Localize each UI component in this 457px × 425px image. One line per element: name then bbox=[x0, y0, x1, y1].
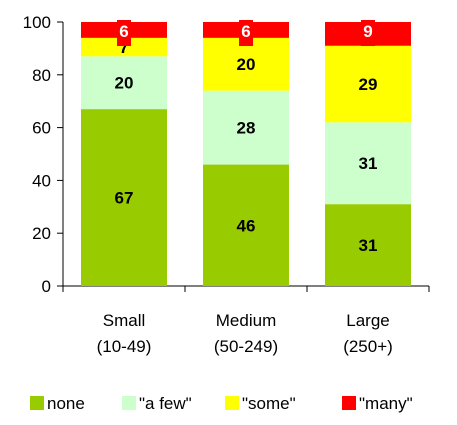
data-label: 6 bbox=[241, 22, 250, 41]
bar-segment bbox=[81, 37, 167, 57]
data-label: 7 bbox=[119, 38, 128, 57]
data-label: 20 bbox=[115, 74, 134, 93]
legend-label: "some" bbox=[242, 394, 296, 413]
x-category-label: (250+) bbox=[343, 337, 393, 356]
many-label-box bbox=[117, 20, 131, 46]
x-category-label: Medium bbox=[216, 311, 276, 330]
data-label: 9 bbox=[363, 22, 372, 41]
legend-label: none bbox=[47, 394, 85, 413]
bar-segment bbox=[325, 204, 411, 286]
legend-swatch bbox=[342, 396, 356, 410]
data-label: 31 bbox=[359, 236, 378, 255]
category-labels: Small (10-49) Medium (50-249) Large (250+) bbox=[97, 311, 393, 356]
legend-swatch bbox=[122, 396, 136, 410]
bar-segment bbox=[203, 164, 289, 286]
bar-segment bbox=[325, 45, 411, 123]
bar-segment bbox=[203, 90, 289, 165]
bar-segment bbox=[325, 122, 411, 205]
y-tick-label: 100 bbox=[23, 13, 51, 32]
many-label-box bbox=[361, 20, 375, 46]
legend-swatch bbox=[30, 396, 44, 410]
axes: 0 20 40 60 80 100 bbox=[23, 13, 430, 296]
legend-swatch bbox=[225, 396, 239, 410]
data-label: 29 bbox=[359, 75, 378, 94]
legend-label: "a few" bbox=[139, 394, 192, 413]
x-category-label: (10-49) bbox=[97, 337, 152, 356]
x-category-label: (50-249) bbox=[214, 337, 278, 356]
bar-segment bbox=[81, 56, 167, 110]
x-category-label: Small bbox=[103, 311, 146, 330]
data-label: 20 bbox=[237, 55, 256, 74]
legend: none "a few" "some" "many" bbox=[30, 394, 413, 413]
y-tick-label: 0 bbox=[42, 277, 51, 296]
many-label-box bbox=[239, 20, 253, 46]
x-category-label: Large bbox=[346, 311, 389, 330]
y-tick-label: 60 bbox=[32, 119, 51, 138]
data-label: 6 bbox=[119, 22, 128, 41]
bar-segment bbox=[203, 37, 289, 91]
data-label: 28 bbox=[237, 119, 256, 138]
data-label: 67 bbox=[115, 189, 134, 208]
y-tick-label: 20 bbox=[32, 224, 51, 243]
data-label: 46 bbox=[237, 216, 256, 235]
bars bbox=[81, 22, 411, 287]
y-tick-label: 40 bbox=[32, 171, 51, 190]
legend-label: "many" bbox=[359, 394, 413, 413]
bar-segment bbox=[81, 109, 167, 287]
y-tick-label: 80 bbox=[32, 66, 51, 85]
data-label: 31 bbox=[359, 154, 378, 173]
